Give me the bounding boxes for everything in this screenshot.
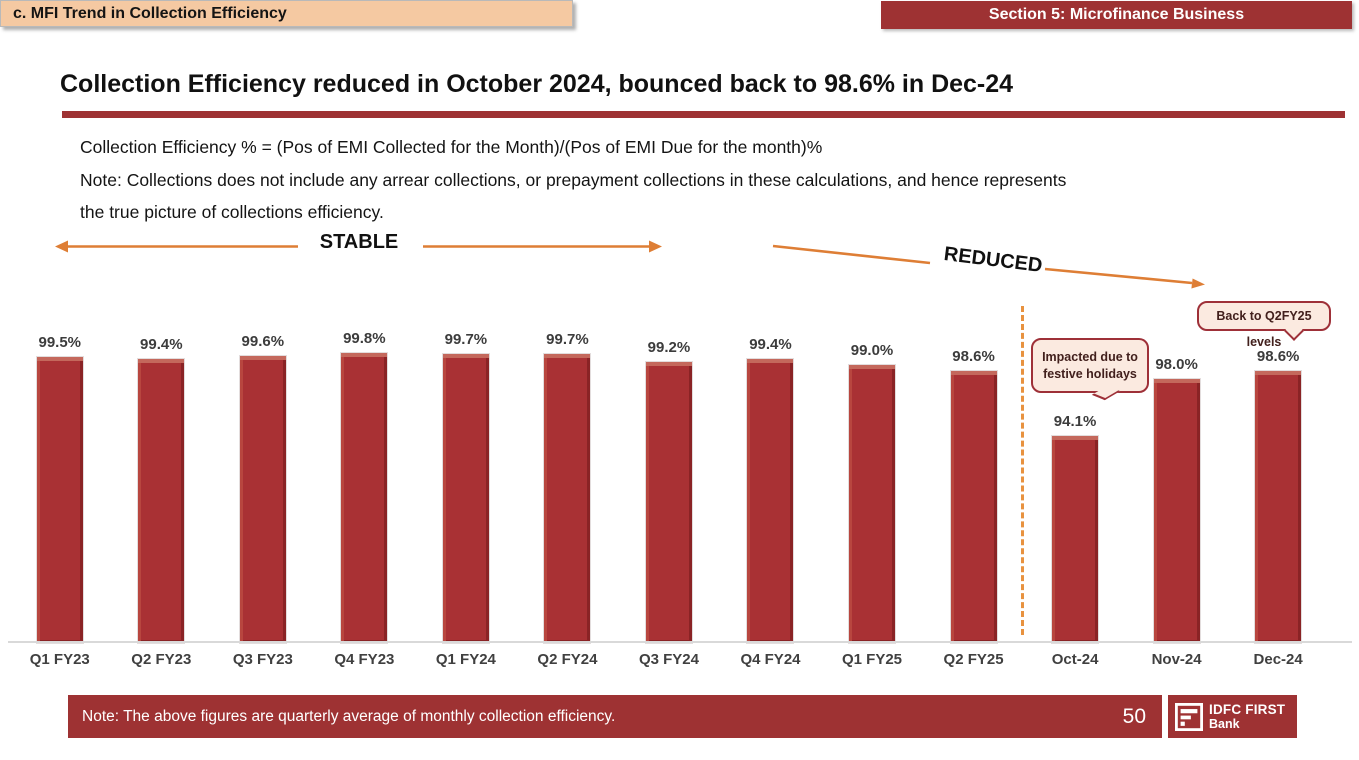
idfc-logo-icon: [1175, 702, 1203, 731]
idfc-logo-line2: Bank: [1209, 717, 1240, 732]
x-axis-label: Dec-24: [1253, 651, 1303, 668]
bar-value-label: 99.6%: [241, 332, 285, 350]
note-line-1: Note: Collections does not include any a…: [80, 169, 1067, 190]
idfc-logo-text: IDFC FIRST Bank: [1209, 702, 1285, 731]
bar-value-label: 99.2%: [647, 338, 691, 356]
bar-value-label: 94.1%: [1053, 413, 1097, 431]
callout-dec-back: Back to Q2FY25 levels: [1197, 301, 1331, 349]
x-axis-label: Q2 FY24: [537, 651, 598, 668]
bar-value-label: 99.8%: [343, 329, 386, 347]
bar-q3-fy24: [645, 361, 692, 643]
chart-column-q2-fy23: 99.4%: [111, 330, 213, 643]
bar-value-label: 99.7%: [546, 331, 589, 349]
note-line-2: the true picture of collections efficien…: [80, 202, 384, 222]
chart-column-dec-24: 98.6%: [1227, 330, 1329, 643]
bar-value-label: 99.7%: [444, 331, 488, 349]
x-axis-label: Q3 FY23: [232, 651, 293, 668]
stable-label: STABLE: [319, 231, 399, 253]
callout-dec-text: Back to Q2FY25 levels: [1216, 309, 1312, 349]
bar-q2-fy24: [544, 354, 591, 643]
chart-column-oct-24: 94.1%: [1024, 330, 1126, 643]
bar-q1-fy24: [442, 354, 489, 643]
x-axis-label: Oct-24: [1051, 651, 1099, 668]
bar-value-label: 98.6%: [952, 347, 995, 365]
x-axis-label: Q1 FY24: [435, 651, 496, 668]
bar-nov-24: [1153, 379, 1200, 643]
bar-q1-fy25: [849, 364, 896, 643]
callout-oct-text: Impacted due to festive holidays: [1042, 350, 1138, 381]
bar-q2-fy25: [950, 370, 997, 643]
bar-value-label: 99.5%: [38, 334, 82, 352]
title-underline: [62, 111, 1345, 118]
stable-arrow-right-icon: [423, 240, 662, 253]
stable-reduced-divider: [1021, 306, 1024, 635]
idfc-logo: IDFC FIRST Bank: [1168, 695, 1297, 738]
footer-note-text: Note: The above figures are quarterly av…: [82, 708, 616, 725]
bar-value-label: 98.6%: [1256, 347, 1300, 365]
page-title: Collection Efficiency reduced in October…: [60, 70, 1014, 98]
section-banner: Section 5: Microfinance Business: [881, 1, 1352, 29]
chart-column-q3-fy23: 99.6%: [212, 330, 314, 643]
bar-q4-fy23: [341, 352, 388, 643]
bar-q3-fy23: [239, 355, 286, 643]
bar-q2-fy23: [138, 358, 185, 643]
bar-oct-24: [1052, 436, 1099, 643]
x-axis-label: Q2 FY23: [131, 651, 192, 668]
chart-column-q2-fy25: 98.6%: [923, 330, 1025, 643]
chart-column-q1-fy24: 99.7%: [415, 330, 517, 643]
x-axis-label: Q3 FY24: [638, 651, 699, 668]
section-label: Section 5: Microfinance Business: [988, 6, 1245, 23]
x-axis-label: Q4 FY24: [740, 651, 801, 668]
stable-arrow-left-icon: [55, 240, 298, 253]
slide-topic-banner: c. MFI Trend in Collection Efficiency: [0, 0, 573, 27]
x-axis-label: Nov-24: [1151, 651, 1202, 668]
formula-line: Collection Efficiency % = (Pos of EMI Co…: [80, 137, 823, 157]
bar-dec-24: [1255, 370, 1302, 643]
idfc-logo-line1: IDFC FIRST: [1209, 701, 1286, 717]
slide-topic-label: c. MFI Trend in Collection Efficiency: [13, 5, 287, 22]
x-axis-label: Q1 FY25: [842, 651, 903, 668]
bar-value-label: 99.0%: [850, 341, 894, 359]
chart-column-q2-fy24: 99.7%: [517, 330, 619, 643]
bar-q1-fy23: [36, 357, 83, 643]
chart-column-q1-fy23: 99.5%: [9, 330, 111, 643]
bar-value-label: 99.4%: [140, 335, 183, 353]
chart-column-q1-fy25: 99.0%: [821, 330, 923, 643]
description-block: Collection Efficiency % = (Pos of EMI Co…: [80, 131, 1320, 229]
chart-column-q3-fy24: 99.2%: [618, 330, 720, 643]
bar-value-label: 99.4%: [749, 335, 792, 353]
footer-note-bar: Note: The above figures are quarterly av…: [68, 695, 1162, 738]
chart-column-q4-fy23: 99.8%: [314, 330, 416, 643]
callout-oct-impacted: Impacted due to festive holidays: [1031, 338, 1149, 401]
x-axis-label: Q4 FY23: [334, 651, 395, 668]
x-axis-labels: Q1 FY23 Q2 FY23 Q3 FY23 Q4 FY23 Q1 FY24 Q2 FY…: [9, 651, 1329, 668]
x-axis-label: Q2 FY25: [943, 651, 1004, 668]
chart-column-nov-24: 98.0%: [1126, 330, 1228, 643]
page-number: 50: [1122, 705, 1146, 728]
bar-q4-fy24: [747, 358, 794, 643]
chart-column-q4-fy24: 99.4%: [720, 330, 822, 643]
reduced-arrow-icon: [772, 244, 1205, 289]
bar-value-label: 98.0%: [1155, 356, 1198, 374]
chart-columns: 99.5% 99.4% 99.6% 99.8% 99.7% 99.7% 99.2% 99.4%…: [9, 330, 1329, 643]
x-axis-line: [8, 641, 1352, 643]
x-axis-label: Q1 FY23: [29, 651, 90, 668]
